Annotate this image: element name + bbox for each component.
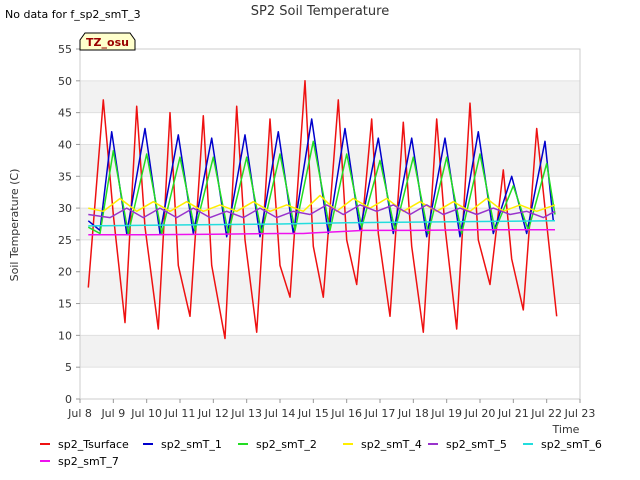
- x-tick-label: Jul 11: [164, 407, 196, 420]
- x-tick-label: Jul 10: [130, 407, 162, 420]
- legend-label-sp2_smT_7: sp2_smT_7: [58, 455, 119, 468]
- y-tick-label: 25: [58, 234, 72, 247]
- x-tick-label: Jul 14: [264, 407, 296, 420]
- series-line-sp2_smT_6: [88, 220, 556, 227]
- x-tick-label: Jul 23: [564, 407, 596, 420]
- series-line-sp2_smT_4: [88, 194, 556, 213]
- legend-label-sp2_smT_4: sp2_smT_4: [361, 438, 422, 451]
- x-tick-label: Jul 18: [397, 407, 429, 420]
- y-tick-label: 10: [58, 329, 72, 342]
- legend-label-sp2_smT_5: sp2_smT_5: [446, 438, 507, 451]
- y-tick-label: 45: [58, 107, 72, 120]
- y-tick-label: 30: [58, 202, 72, 215]
- y-tick-label: 55: [58, 43, 72, 56]
- tz-badge-shape: [79, 32, 136, 51]
- x-tick-label: Jul 17: [364, 407, 396, 420]
- x-tick-label: Jul 15: [297, 407, 329, 420]
- y-axis: 0 5 10 15 20 25 30 35 40 45 50 55: [58, 43, 80, 406]
- y-axis-label: Soil Temperature (C): [8, 169, 21, 282]
- tz-badge: TZ_osu: [79, 32, 136, 51]
- y-tick-label: 40: [58, 138, 72, 151]
- y-tick-label: 0: [65, 393, 72, 406]
- chart-title: SP2 Soil Temperature: [251, 4, 389, 19]
- legend-label-sp2_smT_2: sp2_smT_2: [256, 438, 317, 451]
- x-tick-label: Jul 12: [197, 407, 229, 420]
- x-axis: Jul 8 Jul 9 Jul 10 Jul 11 Jul 12 Jul 13 Jul 14…: [67, 399, 595, 420]
- plot-frame: [79, 48, 581, 400]
- x-axis-label: Time: [552, 423, 580, 436]
- x-tick-label: Jul 19: [430, 407, 462, 420]
- x-tick-label: Jul 16: [330, 407, 362, 420]
- series-line-sp2_smT_2: [87, 140, 556, 235]
- x-tick-label: Jul 8: [67, 407, 92, 420]
- grid-band: [80, 271, 580, 304]
- series-line-sp2_smT_7: [88, 228, 555, 236]
- grid-band: [80, 144, 580, 177]
- tz-badge-label: TZ_osu: [86, 36, 129, 49]
- x-tick-label: Jul 20: [464, 407, 496, 420]
- legend-label-sp2_smT_6: sp2_smT_6: [541, 438, 602, 451]
- x-tick-label: Jul 21: [497, 407, 529, 420]
- legend-label-sp2_smT_1: sp2_smT_1: [161, 438, 222, 451]
- series-lines: [87, 80, 558, 340]
- x-tick-label: Jul 13: [230, 407, 262, 420]
- y-tick-label: 50: [58, 75, 72, 88]
- grid-band: [80, 335, 580, 368]
- x-tick-label: Jul 9: [100, 407, 125, 420]
- y-tick-label: 35: [58, 170, 72, 183]
- y-tick-label: 5: [65, 361, 72, 374]
- x-tick-label: Jul 22: [530, 407, 562, 420]
- y-tick-label: 15: [58, 298, 72, 311]
- legend-label-sp2_Tsurface: sp2_Tsurface: [58, 438, 129, 451]
- grid-band: [80, 80, 580, 113]
- no-data-note: No data for f_sp2_smT_3: [5, 8, 141, 21]
- y-tick-label: 20: [58, 266, 72, 279]
- series-line-sp2_Tsurface: [87, 80, 558, 340]
- legend: sp2_Tsurface sp2_smT_1 sp2_smT_2 sp2_smT_4 s…: [40, 438, 602, 468]
- series-line-sp2_smT_5: [88, 204, 556, 219]
